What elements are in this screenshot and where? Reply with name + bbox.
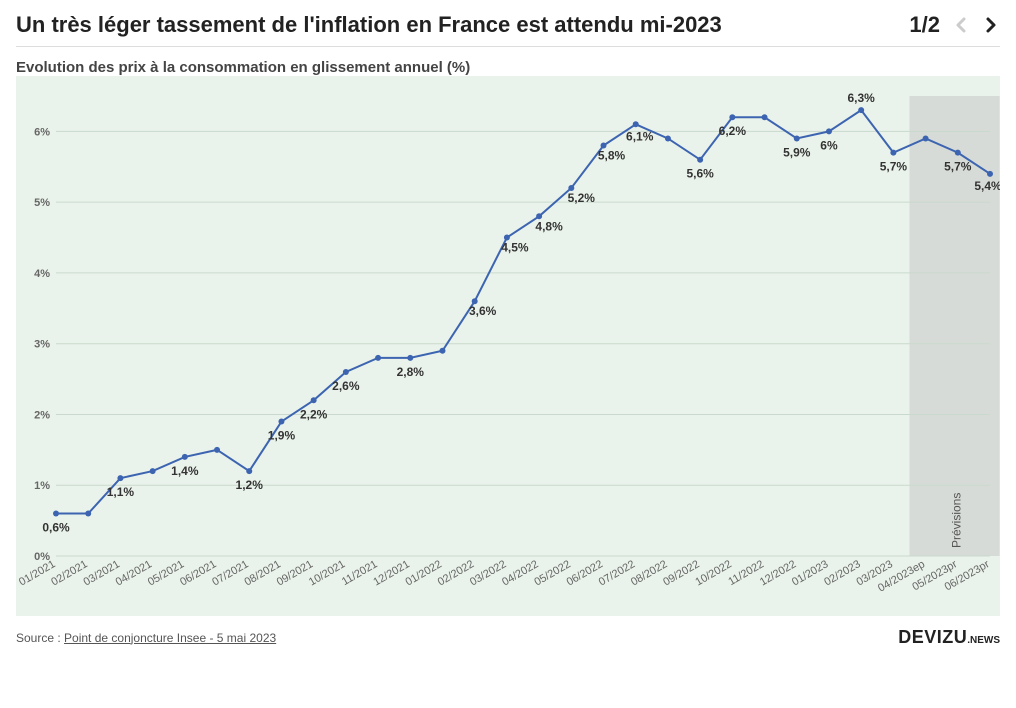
svg-text:1,9%: 1,9%	[268, 429, 296, 443]
svg-text:5,6%: 5,6%	[686, 167, 714, 181]
header: Un très léger tassement de l'inflation e…	[0, 0, 1016, 46]
source-text: Source : Point de conjoncture Insee - 5 …	[16, 631, 276, 645]
svg-text:2%: 2%	[34, 409, 50, 421]
svg-text:0,6%: 0,6%	[42, 521, 70, 535]
chart-subtitle: Evolution des prix à la consommation en …	[0, 47, 1016, 76]
chevron-right-icon[interactable]	[982, 13, 1000, 37]
svg-text:4,5%: 4,5%	[501, 241, 529, 255]
footer: Source : Point de conjoncture Insee - 5 …	[0, 621, 1016, 648]
svg-text:6,2%: 6,2%	[719, 124, 747, 138]
svg-text:3,6%: 3,6%	[469, 304, 497, 318]
svg-text:3%: 3%	[34, 339, 50, 351]
svg-text:6%: 6%	[34, 126, 50, 138]
page-indicator: 1/2	[909, 12, 940, 38]
svg-text:5,8%: 5,8%	[598, 149, 626, 163]
brand-logo: DEVIZU.NEWS	[898, 627, 1000, 648]
source-link[interactable]: Point de conjoncture Insee - 5 mai 2023	[64, 631, 276, 645]
svg-text:1,2%: 1,2%	[236, 478, 264, 492]
svg-text:5,4%: 5,4%	[974, 179, 1000, 193]
page-title: Un très léger tassement de l'inflation e…	[16, 12, 722, 38]
svg-text:1%: 1%	[34, 480, 50, 492]
chart-svg: 0%1%2%3%4%5%6%0,6%1,1%1,4%1,2%1,9%2,2%2,…	[16, 76, 1000, 616]
chevron-left-icon	[952, 13, 970, 37]
svg-text:Prévisions: Prévisions	[950, 493, 964, 548]
svg-text:4%: 4%	[34, 268, 50, 280]
svg-text:6,1%: 6,1%	[626, 129, 654, 143]
svg-text:5,2%: 5,2%	[568, 191, 596, 205]
svg-text:5,7%: 5,7%	[944, 160, 972, 174]
svg-text:1,4%: 1,4%	[171, 464, 199, 478]
inflation-chart: 0%1%2%3%4%5%6%0,6%1,1%1,4%1,2%1,9%2,2%2,…	[16, 76, 1000, 621]
svg-text:5,9%: 5,9%	[783, 145, 811, 159]
svg-text:6,3%: 6,3%	[847, 91, 875, 105]
svg-text:6%: 6%	[820, 138, 838, 152]
svg-text:2,6%: 2,6%	[332, 379, 360, 393]
svg-text:1,1%: 1,1%	[107, 485, 135, 499]
svg-text:2,8%: 2,8%	[397, 365, 425, 379]
svg-text:4,8%: 4,8%	[535, 219, 563, 233]
svg-text:5,7%: 5,7%	[880, 160, 908, 174]
svg-text:2,2%: 2,2%	[300, 407, 328, 421]
svg-text:5%: 5%	[34, 197, 50, 209]
pagination-nav: 1/2	[909, 12, 1000, 38]
